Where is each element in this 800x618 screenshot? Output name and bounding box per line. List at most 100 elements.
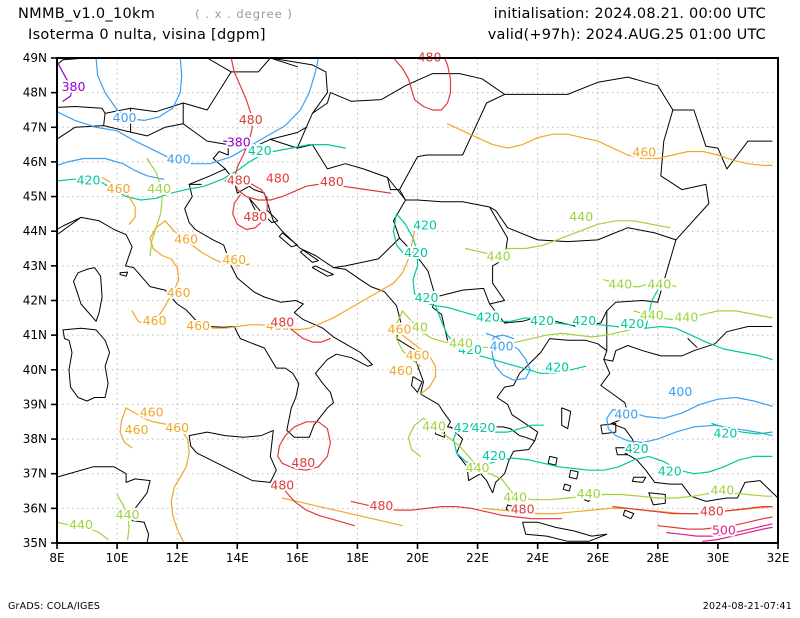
contour-460 [119,407,133,449]
y-tick-label: 42N [23,294,47,308]
svg-text:380: 380 [62,79,86,94]
contour-label: 460 [632,145,656,160]
svg-text:460: 460 [388,321,412,336]
svg-text:420: 420 [572,313,596,328]
svg-text:460: 460 [389,363,413,378]
x-tick-label: 30E [706,551,729,565]
contour-420 [645,289,659,329]
svg-text:420: 420 [415,290,439,305]
y-tick-label: 47N [23,120,47,134]
svg-text:420: 420 [713,425,737,440]
contour-480 [275,317,331,343]
svg-text:440: 440 [608,276,632,291]
svg-text:500: 500 [712,522,736,537]
svg-text:420: 420 [658,463,682,478]
contour-label-group: 3803803803804004004004004004004004004004… [60,47,740,539]
svg-text:460: 460 [125,422,149,437]
contour-label: 440 [69,517,93,532]
svg-text:440: 440 [449,335,473,350]
contour-label: 400 [668,384,692,399]
x-tick-label: 14E [226,551,249,565]
contour-label: 400 [614,406,638,421]
contour-label: 440 [674,309,698,324]
svg-text:440: 440 [422,418,446,433]
svg-text:420: 420 [458,342,482,357]
svg-text:440: 440 [647,276,671,291]
model-title-text: NMMB_v1.0_10km [18,6,156,22]
contour-400 [57,58,319,165]
y-tick-label: 48N [23,86,47,100]
svg-text:440: 440 [487,249,511,264]
svg-text:420: 420 [454,420,478,435]
y-tick-label: 43N [23,259,47,273]
svg-text:480: 480 [270,477,294,492]
contour-label: 440 [503,489,527,504]
contour-label: 460 [143,313,167,328]
svg-text:460: 460 [140,405,164,420]
contour-440 [57,521,109,541]
x-tick-label: 12E [166,551,189,565]
chart-header: NMMB_v1.0_10km ( . x . degree ) Isoterma … [0,0,800,56]
contour-400 [606,409,773,444]
initialisation-label: initialisation: 2024.08.21. 00:00 UTC [493,6,766,22]
svg-text:440: 440 [569,209,593,224]
contour-label: 480 [227,172,251,187]
contour-label: 420 [248,143,272,158]
svg-text:420: 420 [472,420,496,435]
contour-460 [392,327,437,395]
y-tick-label: 39N [23,397,47,411]
contour-label: 420 [482,448,506,463]
contour-label: 440 [422,418,446,433]
contour-460 [164,220,250,267]
contour-400 [612,396,773,419]
svg-text:400: 400 [614,406,638,421]
svg-text:420: 420 [404,245,428,260]
grads-credit: GrADS: COLA/IGES [8,601,101,612]
x-tick-label: 32E [767,551,790,565]
svg-text:480: 480 [243,209,267,224]
model-title: NMMB_v1.0_10km ( . x . degree ) [18,6,293,22]
contour-label: 420 [476,309,500,324]
contour-label: 460 [388,321,412,336]
svg-text:420: 420 [77,172,101,187]
svg-text:460: 460 [186,318,210,333]
contour-label: 480 [700,503,724,518]
contour-label: 440 [710,483,734,498]
contour-480 [612,506,773,515]
contour-440 [507,220,671,250]
svg-text:480: 480 [291,455,315,470]
svg-text:440: 440 [640,308,664,323]
chart-footer: GrADS: COLA/IGES 2024-08-21-07:41 [0,590,800,618]
contour-label: 440 [577,486,601,501]
y-tick-label: 45N [23,190,47,204]
contour-label: 440 [608,276,632,291]
contour-label: 420 [458,342,482,357]
svg-text:460: 460 [107,181,131,196]
svg-text:420: 420 [248,143,272,158]
svg-text:480: 480 [700,503,724,518]
contour-label: 420 [413,217,437,232]
x-tick-label: 28E [646,551,669,565]
contour-label: 480 [270,314,294,329]
contour-380 [57,60,73,102]
svg-text:420: 420 [530,313,554,328]
svg-text:480: 480 [270,314,294,329]
svg-text:440: 440 [710,483,734,498]
svg-text:460: 460 [165,420,189,435]
contour-480 [657,516,773,530]
svg-text:440: 440 [116,507,140,522]
contour-label: 480 [270,477,294,492]
contour-label: 480 [418,49,442,64]
contour-400 [95,58,183,121]
contour-460 [125,407,190,542]
contour-460 [101,176,136,225]
svg-text:460: 460 [266,318,290,333]
contour-label: 460 [406,347,430,362]
contour-420 [459,424,545,433]
coastlines [57,58,778,543]
contour-500 [702,526,773,542]
svg-text:480: 480 [227,172,251,187]
contour-440 [407,417,425,457]
